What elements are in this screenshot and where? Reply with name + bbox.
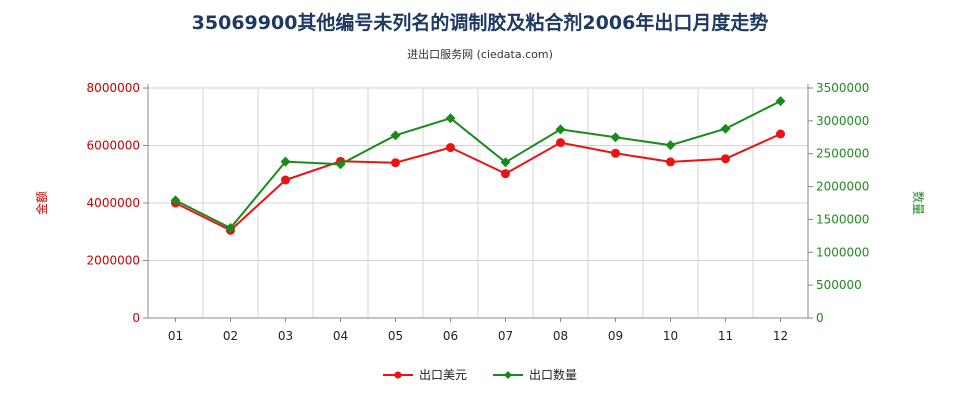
legend-marker-export-usd [382,371,413,378]
legend-marker-export-quantity [493,370,523,379]
data-point-export-usd [391,158,400,168]
y-axis-left-label: 金额 [34,191,49,215]
data-point-export-quantity [720,123,731,134]
legend-label-export-quantity: 出口数量 [529,368,578,382]
x-tick-label: 05 [388,329,403,343]
x-tick-label: 07 [498,329,513,343]
legend-item-export-usd[interactable]: 出口美元 [382,366,467,383]
x-tick-label: 10 [663,329,678,343]
data-point-export-quantity [280,156,291,167]
x-tick-label: 01 [168,329,183,343]
y-left-tick-label: 2000000 [87,254,140,268]
series-line-export-quantity [175,100,781,230]
y-right-tick-label: 0 [816,311,824,325]
x-tick-label: 12 [773,329,788,343]
data-point-export-quantity [170,195,181,206]
y-right-tick-label: 1500000 [816,212,869,226]
y-axis-right-label: 数量 [911,191,926,215]
y-left-tick-label: 6000000 [87,139,140,153]
data-point-export-quantity [555,124,566,135]
y-right-tick-label: 500000 [816,278,862,292]
data-point-export-usd [611,148,620,158]
legend-label-export-usd: 出口美元 [418,368,467,382]
legend: 出口美元 出口数量 [0,366,960,383]
y-right-tick-label: 2000000 [816,180,869,194]
x-tick-label: 08 [553,329,568,343]
y-right-tick-label: 3000000 [816,114,869,128]
data-point-export-quantity [390,130,401,141]
legend-item-export-quantity[interactable]: 出口数量 [493,366,577,383]
y-left-tick-label: 4000000 [87,196,140,210]
y-left-tick-label: 8000000 [87,81,140,95]
chart-title: 35069900其他编号未列名的调制胶及粘合剂2006年出口月度走势 [191,12,769,34]
data-point-export-quantity [335,159,346,170]
x-tick-label: 04 [333,329,348,343]
data-point-export-usd [721,154,730,164]
data-point-export-quantity [610,132,621,143]
data-point-export-usd [556,138,565,148]
data-point-export-usd [446,143,455,153]
data-point-export-quantity [445,113,456,124]
y-right-tick-label: 1000000 [816,245,869,259]
data-point-export-usd [501,169,510,179]
data-point-export-quantity [775,96,786,107]
series-line-export-usd [175,133,781,232]
data-point-export-quantity [225,222,236,233]
y-left-tick-label: 0 [132,311,140,325]
y-right-tick-label: 3500000 [816,81,869,95]
data-point-export-quantity [500,157,511,168]
data-point-export-usd [776,129,785,139]
data-point-export-quantity [665,140,676,151]
data-point-export-usd [281,175,290,185]
x-tick-label: 11 [718,329,733,343]
x-tick-label: 02 [223,329,238,343]
x-tick-label: 09 [608,329,623,343]
data-point-export-usd [666,157,675,167]
chart-subtitle: 进出口服务网 (ciedata.com) [407,48,553,61]
x-tick-label: 03 [278,329,293,343]
x-tick-label: 06 [443,329,458,343]
y-right-tick-label: 2500000 [816,147,869,161]
